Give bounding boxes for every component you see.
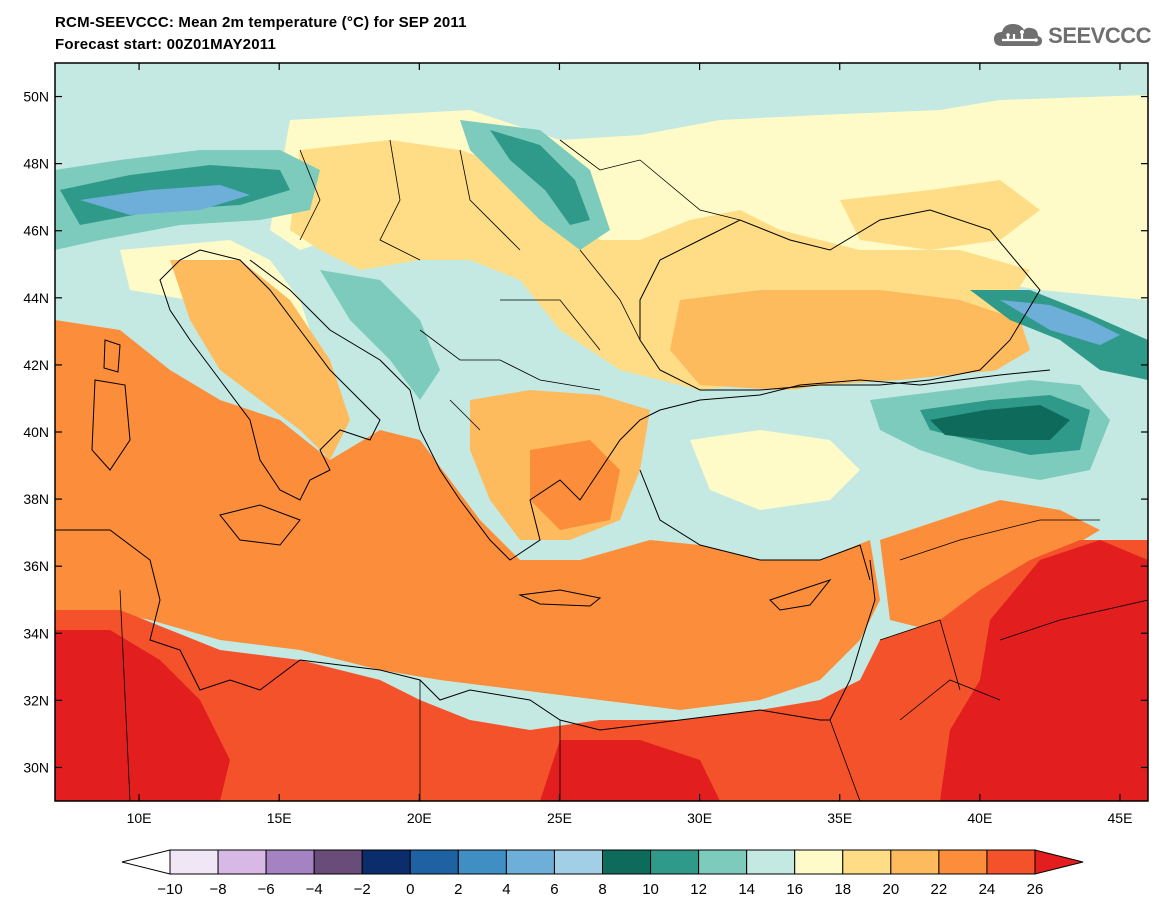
colorbar-label: −6 <box>258 881 275 898</box>
lat-tick-label: 38N <box>23 491 49 507</box>
field-carpathians-dark <box>490 130 590 225</box>
colorbar-swatch <box>553 849 604 875</box>
cyprus-coast <box>769 578 832 611</box>
lon-tick-label: 35E <box>827 810 852 826</box>
lat-tick-label: 42N <box>23 357 49 373</box>
longitude-axis: 10E 15E 20E 25E 30E 35E 40E 45E <box>127 63 1133 826</box>
colorbar-label: 26 <box>1027 881 1044 898</box>
colorbar-swatch <box>746 849 796 875</box>
field-aegean <box>530 440 620 530</box>
lat-tick-label: 32N <box>23 692 49 708</box>
field-caucasus-cold <box>970 290 1148 380</box>
lat-tick-label: 40N <box>23 424 49 440</box>
field-18-20 <box>840 180 1040 250</box>
field-over-26 <box>940 540 1148 801</box>
field-over-26 <box>55 630 230 801</box>
sardinia-coast <box>91 379 131 471</box>
cloud-logo-icon <box>994 24 1043 46</box>
field-20-22 <box>670 290 1030 390</box>
colorbar-swatch <box>698 849 748 875</box>
black-sea-coast <box>639 209 1041 391</box>
colorbar-swatch <box>794 849 844 875</box>
colorbar-swatch <box>890 849 940 875</box>
colorbar-max-triangle <box>1034 849 1084 875</box>
field-alps-blue <box>80 185 250 215</box>
africa-coast <box>55 529 830 731</box>
colorbar-label: −2 <box>354 881 371 898</box>
colorbar-swatch <box>217 849 267 875</box>
lat-tick-label: 44N <box>23 290 49 306</box>
corsica-coast <box>103 339 121 373</box>
sicily-coast <box>219 504 301 546</box>
colorbar-swatch <box>169 849 219 875</box>
latitude-axis: 50N 48N 46N 44N 42N 40N 38N 36N 34N 32N 30N <box>23 89 1148 775</box>
colorbar-label: 4 <box>502 881 510 898</box>
field-italy-20-22 <box>170 260 350 460</box>
seevccc-logo: SEEVCCC <box>992 20 1151 52</box>
colorbar-swatch <box>361 849 411 875</box>
lon-tick-label: 15E <box>267 810 292 826</box>
colorbar: −10 −8 −6 −4 −2 0 2 4 6 8 10 12 14 16 18 20 22 24 26 <box>121 849 1084 898</box>
map-title: RCM-SEEVCCC: Mean 2m temperature (°C) fo… <box>55 14 467 31</box>
colorbar-swatch <box>265 849 315 875</box>
colorbar-swatch <box>457 849 507 875</box>
balkan-coast <box>249 259 661 561</box>
colorbar-swatch <box>602 849 652 875</box>
colorbar-swatch <box>986 849 1036 875</box>
field-22-24 <box>55 320 880 710</box>
italy-coast <box>159 249 381 501</box>
colorbar-label: 2 <box>454 881 462 898</box>
colorbar-swatch <box>938 849 988 875</box>
crete-coast <box>518 589 602 607</box>
colorbar-label: 24 <box>979 881 996 898</box>
lat-tick-label: 50N <box>23 89 49 105</box>
colorbar-label: 8 <box>598 881 606 898</box>
colorbar-swatch <box>505 849 555 875</box>
coastlines <box>55 139 1148 801</box>
colorbar-label: 20 <box>882 881 899 898</box>
colorbar-label: 14 <box>738 881 755 898</box>
colorbar-label: 12 <box>690 881 707 898</box>
levant-coast <box>829 559 876 721</box>
field-anatolia-yellow <box>690 430 860 510</box>
temperature-field <box>55 63 1148 801</box>
lon-tick-label: 20E <box>407 810 432 826</box>
logo-text: SEEVCCC <box>1048 23 1151 48</box>
colorbar-swatch <box>842 849 892 875</box>
lat-tick-label: 36N <box>23 558 49 574</box>
colorbar-label: 10 <box>642 881 659 898</box>
colorbar-label: 6 <box>550 881 558 898</box>
lon-tick-label: 30E <box>687 810 712 826</box>
colorbar-label: −10 <box>157 881 182 898</box>
lat-tick-label: 46N <box>23 223 49 239</box>
field-over-26 <box>540 740 720 801</box>
colorbar-min-triangle <box>121 849 171 875</box>
field-22-24 <box>880 500 1100 630</box>
lon-tick-label: 25E <box>547 810 572 826</box>
forecast-start-subtitle: Forecast start: 00Z01MAY2011 <box>55 36 276 53</box>
anatolia-coast <box>639 369 1051 581</box>
field-caucasus-blue <box>1000 300 1120 345</box>
lat-tick-label: 30N <box>23 759 49 775</box>
colorbar-swatch <box>409 849 459 875</box>
lat-tick-label: 48N <box>23 156 49 172</box>
field-24-26 <box>55 540 1148 801</box>
colorbar-label: 18 <box>834 881 851 898</box>
lon-tick-label: 45E <box>1108 810 1133 826</box>
borders <box>119 139 1148 801</box>
colorbar-swatch <box>650 849 700 875</box>
colorbar-label: 16 <box>786 881 803 898</box>
colorbar-label: −4 <box>306 881 323 898</box>
lat-tick-label: 34N <box>23 625 49 641</box>
field-8-10 <box>930 405 1070 440</box>
colorbar-swatch <box>313 849 363 875</box>
field-dinaric <box>320 270 440 400</box>
colorbar-label: −8 <box>210 881 227 898</box>
colorbar-label: 0 <box>406 881 414 898</box>
lon-tick-label: 10E <box>127 810 152 826</box>
colorbar-label: 22 <box>931 881 948 898</box>
lon-tick-label: 40E <box>967 810 992 826</box>
